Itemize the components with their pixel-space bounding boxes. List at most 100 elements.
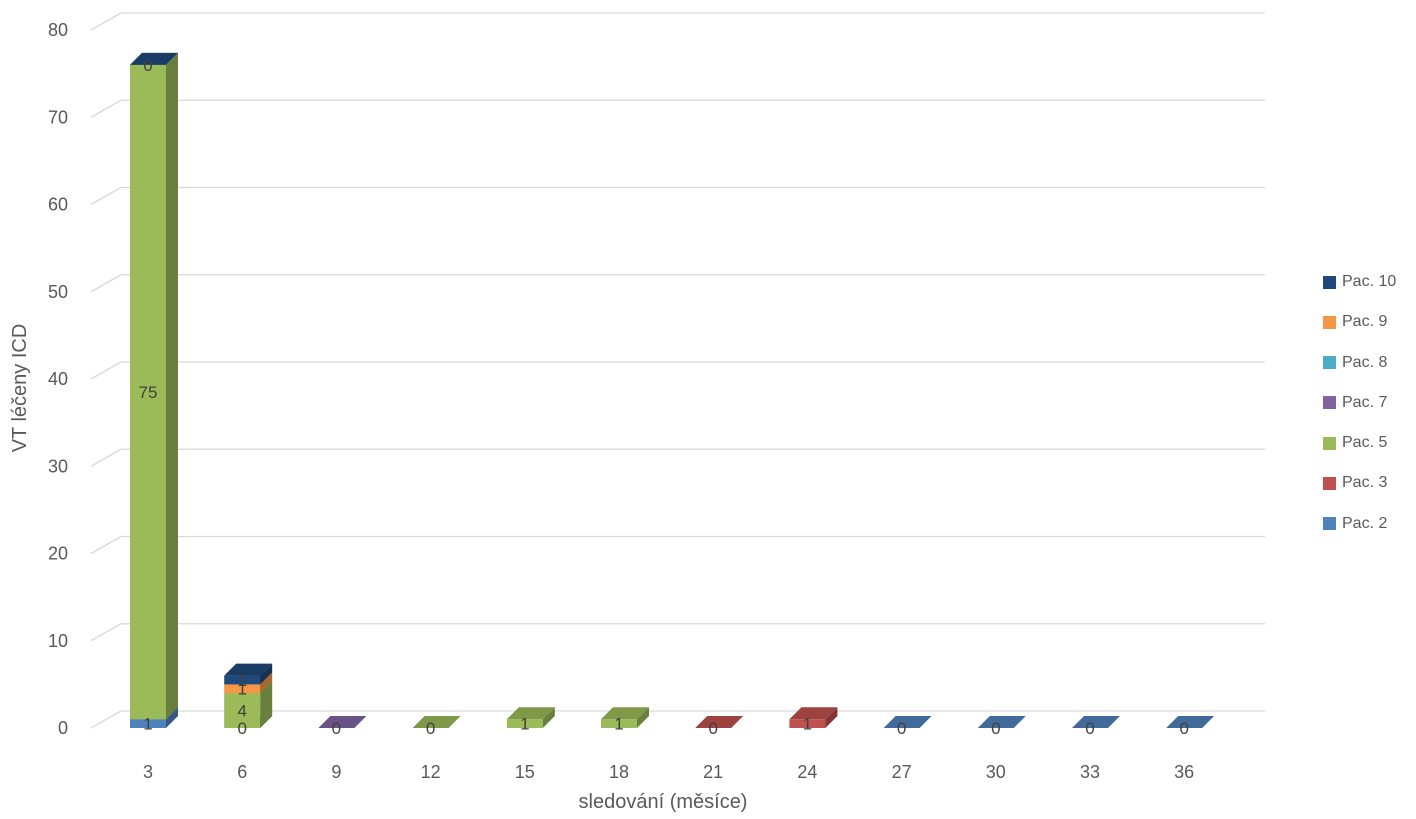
legend-label: Pac. 5 bbox=[1342, 434, 1388, 452]
bar-segment bbox=[130, 52, 178, 720]
bar-segment bbox=[412, 716, 461, 728]
data-label: 1 bbox=[237, 671, 246, 690]
data-label: 0 bbox=[1179, 719, 1188, 738]
bar-top bbox=[506, 707, 555, 720]
data-label: 4 bbox=[237, 702, 246, 721]
bar-segment bbox=[1166, 716, 1215, 728]
legend-swatch bbox=[1323, 275, 1336, 289]
data-label: 0 bbox=[708, 719, 717, 738]
y-tick-label: 80 bbox=[48, 20, 68, 40]
legend-label: Pac. 8 bbox=[1342, 353, 1388, 371]
legend-item: Pac. 7 bbox=[1323, 392, 1413, 414]
bar-side bbox=[260, 663, 273, 685]
x-tick-label: 33 bbox=[1080, 762, 1100, 782]
data-label: 1 bbox=[614, 715, 623, 734]
legend-swatch bbox=[1323, 436, 1336, 450]
bar-top bbox=[695, 716, 744, 728]
bar-segment bbox=[318, 716, 367, 728]
legend-item: Pac. 8 bbox=[1323, 352, 1413, 374]
bar-side bbox=[637, 707, 649, 728]
bars bbox=[130, 52, 1215, 728]
bar-top bbox=[977, 716, 1026, 728]
gridline-depth bbox=[90, 274, 122, 293]
legend-label: Pac. 9 bbox=[1342, 313, 1388, 331]
legend-swatch bbox=[1323, 476, 1336, 490]
legend-item: Pac. 3 bbox=[1323, 472, 1413, 494]
bar-top bbox=[789, 707, 838, 720]
gridline-depth bbox=[90, 186, 122, 206]
bar-front bbox=[130, 64, 166, 720]
bar-front bbox=[224, 675, 261, 685]
chart-legend: Pac. 10 Pac. 9 Pac. 8 Pac. 7 Pac. 5 Pac. 3 Pac… bbox=[1323, 271, 1413, 553]
y-tick-label: 70 bbox=[48, 107, 68, 127]
x-tick-label: 3 bbox=[143, 762, 153, 782]
gridline-depth bbox=[90, 710, 122, 729]
y-tick-label: 10 bbox=[48, 631, 68, 651]
bar-top bbox=[412, 716, 461, 728]
bar-top bbox=[601, 707, 649, 720]
legend-label: Pac. 7 bbox=[1342, 393, 1388, 411]
bar-side bbox=[260, 681, 273, 728]
bar-side bbox=[825, 707, 838, 728]
gridline-depth bbox=[90, 12, 122, 31]
gridline-depth bbox=[90, 448, 122, 467]
x-tick-label: 36 bbox=[1174, 762, 1194, 782]
bar-side bbox=[166, 707, 178, 728]
gridline-depth bbox=[90, 623, 122, 642]
bar-segment bbox=[977, 716, 1026, 728]
data-label: 1 bbox=[803, 715, 812, 734]
x-tick-label: 24 bbox=[797, 762, 817, 782]
legend-item: Pac. 10 bbox=[1323, 271, 1413, 293]
gridlines bbox=[90, 12, 1265, 729]
legend-swatch bbox=[1323, 396, 1336, 410]
y-tick-label: 50 bbox=[48, 282, 68, 302]
bar-segment bbox=[224, 663, 273, 685]
bar-top bbox=[1166, 716, 1215, 728]
y-tick-label: 0 bbox=[58, 718, 68, 738]
legend-item: Pac. 2 bbox=[1323, 513, 1413, 535]
bar-top bbox=[1072, 716, 1120, 728]
bar-side bbox=[166, 52, 178, 720]
bar-segment bbox=[601, 707, 649, 728]
bar-segment bbox=[883, 716, 932, 728]
data-label: 1 bbox=[143, 715, 152, 734]
x-tick-label: 15 bbox=[515, 762, 535, 782]
bar-front bbox=[789, 719, 826, 728]
x-tick-label: 27 bbox=[892, 762, 912, 782]
y-tick-label: 20 bbox=[48, 544, 68, 564]
x-tick-label: 6 bbox=[237, 762, 247, 782]
bar-front bbox=[130, 719, 166, 728]
x-axis-title: sledování (měsíce) bbox=[579, 791, 748, 813]
legend-swatch bbox=[1323, 517, 1336, 531]
y-tick-label: 40 bbox=[48, 369, 68, 389]
legend-label: Pac. 10 bbox=[1342, 273, 1397, 290]
y-tick-label: 60 bbox=[48, 195, 68, 215]
data-label: 0 bbox=[143, 56, 152, 75]
legend-item: Pac. 9 bbox=[1323, 311, 1413, 333]
data-label: 0 bbox=[237, 719, 246, 738]
bar-front bbox=[506, 719, 543, 728]
x-tick-label: 21 bbox=[703, 762, 723, 782]
y-axis-title: VT léčeny ICD bbox=[9, 324, 31, 453]
gridline-depth bbox=[90, 361, 122, 380]
x-tick-label: 9 bbox=[331, 762, 341, 782]
legend-label: Pac. 3 bbox=[1342, 474, 1388, 492]
x-tick-label: 18 bbox=[609, 762, 629, 782]
gridline-depth bbox=[90, 99, 122, 118]
x-tick-label: 30 bbox=[986, 762, 1006, 782]
data-label: 1 bbox=[520, 715, 529, 734]
bar-top bbox=[224, 663, 273, 676]
legend-item: Pac. 5 bbox=[1323, 432, 1413, 454]
data-label: 0 bbox=[897, 719, 906, 738]
x-tick-label: 12 bbox=[421, 762, 441, 782]
bar-front bbox=[224, 693, 261, 728]
bar-top bbox=[318, 716, 367, 728]
bar-segment bbox=[130, 52, 178, 65]
bar-front bbox=[224, 684, 261, 694]
data-label: 0 bbox=[991, 719, 1000, 738]
y-tick-label: 30 bbox=[48, 456, 68, 476]
bar-side bbox=[260, 672, 273, 694]
